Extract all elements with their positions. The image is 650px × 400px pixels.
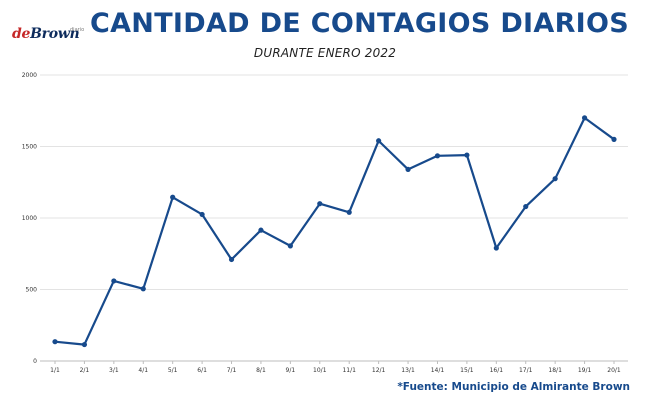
title-area: CANTIDAD DE CONTAGIOS DIARIOS (90, 0, 630, 44)
data-point (434, 153, 441, 159)
data-point (52, 339, 58, 345)
data-point (317, 201, 323, 207)
data-point (493, 245, 499, 251)
data-point (552, 176, 558, 182)
logo-part-de: de (12, 26, 31, 42)
x-tick-label: 5/1 (168, 367, 178, 374)
data-point (140, 286, 146, 292)
x-tick-label: 19/1 (578, 367, 592, 374)
data-point (287, 243, 293, 249)
source-note: *Fuente: Municipio de Almirante Brown (397, 381, 630, 393)
x-tick-label: 15/1 (460, 367, 474, 374)
y-tick-label: 2000 (22, 72, 37, 79)
x-tick-label: 3/1 (109, 367, 119, 374)
x-tick-label: 11/1 (342, 367, 356, 374)
data-point (611, 136, 617, 142)
x-tick-label: 12/1 (372, 367, 386, 374)
x-tick-label: 16/1 (490, 367, 504, 374)
chart-subtitle: DURANTE ENERO 2022 (253, 46, 397, 60)
x-tick-label: 2/1 (80, 367, 90, 374)
data-point (199, 211, 205, 218)
data-point (258, 227, 264, 233)
x-tick-label: 13/1 (401, 367, 415, 374)
data-point (376, 138, 382, 144)
data-point (170, 194, 176, 200)
data-point (111, 278, 117, 284)
data-point (581, 115, 588, 121)
data-point (81, 341, 88, 348)
chart-title: CANTIDAD DE CONTAGIOS DIARIOS (90, 8, 630, 39)
y-tick-label: 0 (33, 358, 37, 365)
x-tick-label: 6/1 (197, 367, 207, 374)
data-point (523, 203, 529, 210)
x-tick-label: 18/1 (548, 367, 562, 374)
x-tick-label: 8/1 (256, 367, 266, 374)
x-tick-label: 7/1 (227, 367, 237, 374)
x-tick-label: 14/1 (431, 367, 445, 374)
series-line (53, 116, 616, 346)
x-tick-label: 4/1 (138, 367, 148, 374)
logo-wordmark: deBrown (12, 26, 80, 42)
x-tick-label: 20/1 (607, 367, 621, 374)
data-point (464, 152, 470, 158)
y-tick-label: 500 (26, 287, 38, 294)
data-point (228, 256, 235, 263)
x-tick-label: 1/1 (50, 367, 60, 374)
logo-subtext: diario (70, 27, 85, 33)
brand-logo: deBrown diario (12, 26, 84, 44)
x-tick-label: 9/1 (286, 367, 296, 374)
y-tick-label: 1500 (22, 144, 37, 151)
x-tick-label: 17/1 (519, 367, 533, 374)
logo-part-brown: Brown (30, 26, 80, 42)
x-tick-label: 10/1 (313, 367, 327, 374)
data-point (346, 209, 352, 215)
data-point (405, 166, 411, 172)
y-tick-label: 1000 (22, 215, 37, 222)
